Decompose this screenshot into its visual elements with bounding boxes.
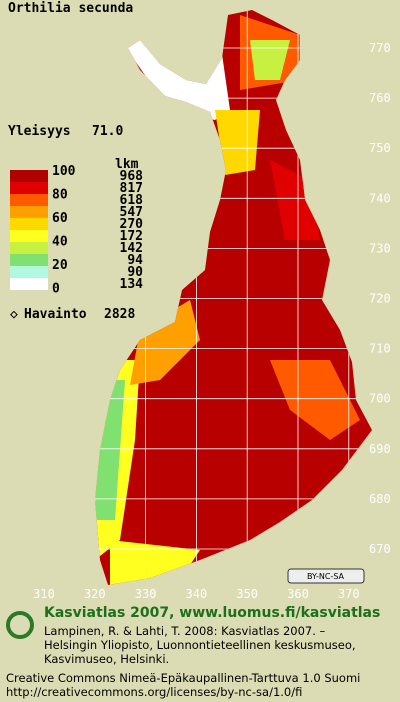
map-region xyxy=(215,110,260,175)
legend-count: 817 xyxy=(120,181,143,196)
legend-count: 142 xyxy=(120,241,143,256)
observation-value: 2828 xyxy=(104,307,135,322)
footer-text: Lampinen, R. & Lahti, T. 2008: Kasviatla… xyxy=(6,624,360,699)
license-line: http://creativecommons.org/licenses/by-n… xyxy=(6,685,302,699)
legend-scale: 20 xyxy=(52,258,68,273)
y-axis-label: 700 xyxy=(369,392,391,406)
legend-swatch xyxy=(10,182,48,194)
y-axis-label: 690 xyxy=(369,442,391,456)
license-line: Creative Commons Nimeä-Epäkaupallinen-Ta… xyxy=(6,671,360,685)
legend-scale: 40 xyxy=(52,235,68,250)
x-axis-label: 340 xyxy=(186,587,208,601)
legend-swatch xyxy=(10,170,48,182)
map-region xyxy=(130,300,200,385)
x-axis-label: 350 xyxy=(236,587,258,601)
logo xyxy=(6,611,34,639)
y-axis-label: 760 xyxy=(369,91,391,105)
legend-count: 270 xyxy=(120,217,144,232)
license-badge: BY-NC-SA xyxy=(287,568,365,584)
count-header: lkm xyxy=(115,157,139,172)
observation-label: Havainto xyxy=(24,307,87,322)
x-axis-label: 310 xyxy=(33,587,55,601)
y-axis-label: 710 xyxy=(369,342,391,356)
frequency-value: 71.0 xyxy=(92,124,123,139)
citation-line: Helsingin Yliopisto, Luonnontieteellinen… xyxy=(44,638,356,652)
legend-scale: 100 xyxy=(52,164,76,179)
badge-box xyxy=(287,568,365,584)
observation-symbol: ◇ xyxy=(10,307,18,322)
y-axis-label: 770 xyxy=(369,41,391,55)
citation-line: Kasvimuseo, Helsinki. xyxy=(44,652,169,666)
legend-swatch xyxy=(10,230,48,242)
legend-count: 547 xyxy=(120,205,143,220)
map-region xyxy=(270,360,360,440)
species-title: Orthilia secunda xyxy=(8,1,133,16)
legend-count: 172 xyxy=(120,229,143,244)
legend-swatch xyxy=(10,266,48,278)
x-axis-label: 330 xyxy=(135,587,157,601)
y-axis-label: 680 xyxy=(369,492,391,506)
frequency-label: Yleisyys xyxy=(8,124,71,139)
citation-line: Lampinen, R. & Lahti, T. 2008: Kasviatla… xyxy=(44,624,326,638)
legend-scale: 80 xyxy=(52,188,68,203)
legend-swatch xyxy=(10,194,48,206)
legend-swatch xyxy=(10,206,48,218)
y-axis-label: 670 xyxy=(369,542,391,556)
footer-heading: Kasviatlas 2007, www.luomus.fi/kasviatla… xyxy=(44,605,380,621)
legend-count: 968 xyxy=(120,169,144,184)
y-axis-label: 740 xyxy=(369,191,391,205)
x-axis-label: 360 xyxy=(287,587,309,601)
y-axis-label: 750 xyxy=(369,141,391,155)
legend-swatch xyxy=(10,242,48,254)
map-region xyxy=(250,40,290,80)
legend-scale: 60 xyxy=(52,211,68,226)
y-axis-label: 730 xyxy=(369,241,391,255)
legend-count: 618 xyxy=(120,193,144,208)
badge-text: BY-NC-SA xyxy=(307,572,345,581)
legend-swatch xyxy=(10,218,48,230)
legend-scale: 0 xyxy=(52,282,60,297)
legend-count: 90 xyxy=(127,265,143,280)
x-axis-label: 370 xyxy=(338,587,360,601)
legend-count: 134 xyxy=(120,277,144,292)
legend-swatch xyxy=(10,278,48,290)
x-axis-label: 320 xyxy=(84,587,106,601)
y-axis-label: 720 xyxy=(369,292,391,306)
legend-swatch xyxy=(10,254,48,266)
legend-count: 94 xyxy=(127,253,143,268)
